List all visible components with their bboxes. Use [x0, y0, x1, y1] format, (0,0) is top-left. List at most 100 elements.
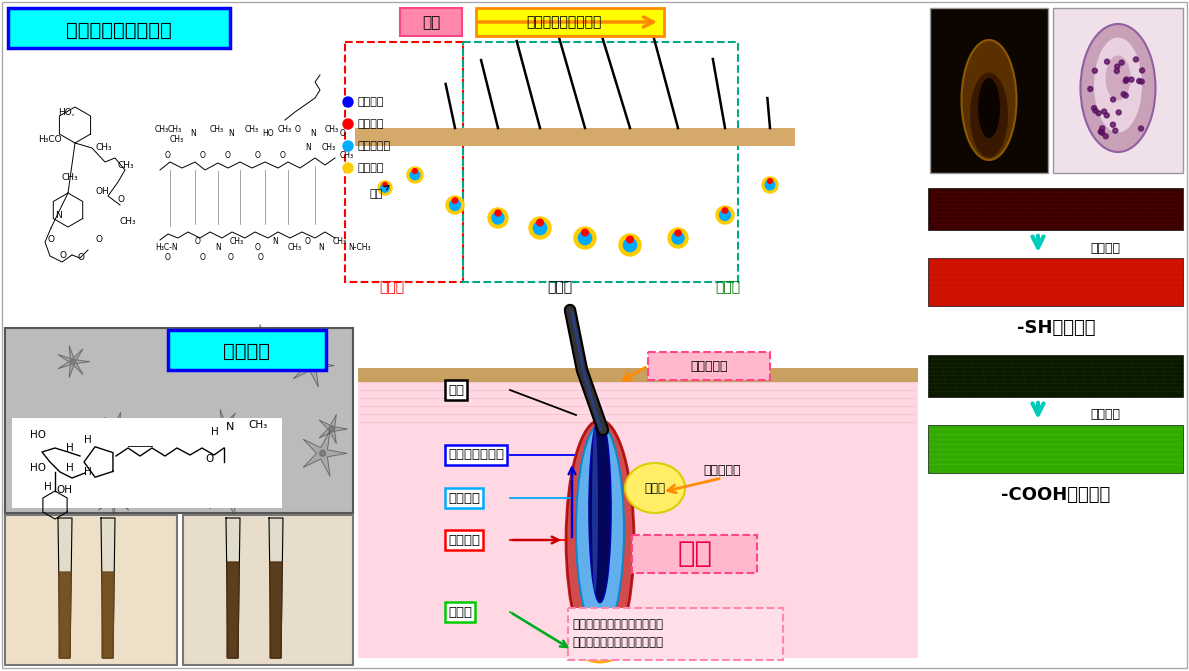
- Circle shape: [619, 234, 641, 256]
- Circle shape: [534, 221, 547, 235]
- Text: O: O: [95, 236, 102, 244]
- Text: H: H: [67, 443, 74, 453]
- Circle shape: [722, 208, 728, 213]
- Bar: [12, 418, 282, 508]
- Circle shape: [184, 450, 190, 456]
- Bar: [1053, 8, 1183, 173]
- Circle shape: [675, 230, 681, 236]
- Text: られ、キューティクルへ作用: られ、キューティクルへ作用: [572, 636, 663, 649]
- Text: CH₃: CH₃: [168, 125, 182, 134]
- Circle shape: [226, 492, 232, 498]
- Bar: [633, 535, 757, 573]
- Ellipse shape: [625, 463, 685, 513]
- Circle shape: [1093, 68, 1097, 73]
- Circle shape: [1119, 60, 1124, 65]
- Circle shape: [1100, 130, 1105, 136]
- Text: CH₃: CH₃: [288, 244, 302, 252]
- Ellipse shape: [962, 40, 1017, 160]
- Text: 太毛化、成長期延長: 太毛化、成長期延長: [527, 15, 602, 29]
- Circle shape: [449, 199, 460, 211]
- Text: 外毛根鞘: 外毛根鞘: [448, 533, 480, 546]
- Text: N: N: [190, 129, 196, 138]
- Circle shape: [1099, 129, 1103, 134]
- Text: N: N: [228, 129, 234, 138]
- Polygon shape: [174, 438, 202, 468]
- Ellipse shape: [970, 72, 1008, 158]
- Text: 育毛・発毛薬剤研究: 育毛・発毛薬剤研究: [67, 21, 172, 40]
- Text: 毛乳頭: 毛乳頭: [448, 605, 472, 619]
- Text: 炎症: 炎症: [678, 540, 712, 568]
- Circle shape: [529, 217, 551, 239]
- Circle shape: [342, 141, 353, 151]
- Text: N: N: [226, 422, 234, 432]
- Text: N: N: [215, 244, 221, 252]
- Text: O: O: [254, 244, 260, 252]
- Circle shape: [1139, 79, 1144, 84]
- Circle shape: [1116, 110, 1121, 115]
- Text: H₃C-N: H₃C-N: [155, 244, 177, 252]
- Circle shape: [623, 238, 636, 252]
- Text: CH₃: CH₃: [210, 125, 224, 134]
- Circle shape: [308, 362, 314, 368]
- Polygon shape: [270, 562, 282, 658]
- Text: CH₃: CH₃: [322, 144, 336, 152]
- Circle shape: [766, 180, 775, 190]
- Text: HO: HO: [262, 129, 273, 138]
- Circle shape: [1100, 130, 1105, 134]
- Ellipse shape: [1081, 24, 1156, 152]
- Text: CH₃: CH₃: [62, 174, 78, 183]
- Circle shape: [1115, 64, 1120, 69]
- Circle shape: [762, 177, 778, 193]
- Text: H: H: [212, 427, 219, 437]
- Text: O: O: [254, 150, 260, 160]
- Circle shape: [193, 452, 199, 458]
- Text: 成長期: 成長期: [547, 280, 573, 294]
- Text: H: H: [84, 435, 92, 445]
- Polygon shape: [228, 421, 269, 456]
- Circle shape: [1103, 134, 1108, 139]
- Bar: [568, 608, 784, 660]
- Circle shape: [1133, 57, 1138, 62]
- Text: O: O: [206, 454, 214, 464]
- Circle shape: [1130, 77, 1134, 82]
- Text: -COOH基の増加: -COOH基の増加: [1001, 486, 1111, 504]
- Text: O: O: [165, 254, 171, 262]
- Circle shape: [768, 178, 773, 183]
- Circle shape: [1113, 128, 1118, 133]
- Ellipse shape: [592, 427, 598, 592]
- Text: H: H: [84, 467, 92, 477]
- Text: H₃CO: H₃CO: [38, 136, 62, 144]
- Text: CH₃: CH₃: [170, 136, 184, 144]
- Polygon shape: [269, 518, 283, 658]
- Circle shape: [1102, 109, 1107, 114]
- Text: 頭皮の赤み: 頭皮の赤み: [691, 360, 728, 372]
- Bar: [8, 8, 229, 48]
- Text: HO: HO: [30, 430, 46, 440]
- Circle shape: [668, 228, 688, 248]
- Ellipse shape: [589, 417, 611, 603]
- Text: CH₃: CH₃: [278, 125, 292, 134]
- Circle shape: [1124, 93, 1128, 98]
- Text: CH₃: CH₃: [340, 150, 354, 160]
- Ellipse shape: [979, 78, 1000, 138]
- Text: CH₃: CH₃: [118, 160, 134, 170]
- Text: CH₃: CH₃: [249, 420, 268, 430]
- Text: CH₃: CH₃: [95, 144, 112, 152]
- Text: HO,: HO,: [58, 107, 75, 117]
- Text: N: N: [306, 144, 310, 152]
- Polygon shape: [294, 344, 334, 387]
- Circle shape: [378, 181, 392, 195]
- Text: OH: OH: [95, 187, 108, 197]
- Circle shape: [245, 435, 251, 442]
- Circle shape: [487, 208, 508, 228]
- Text: O: O: [200, 150, 206, 160]
- Circle shape: [492, 212, 504, 224]
- Circle shape: [1105, 113, 1109, 118]
- Circle shape: [407, 167, 423, 183]
- Text: HO: HO: [30, 463, 46, 473]
- Text: 休止期: 休止期: [379, 280, 404, 294]
- Circle shape: [342, 97, 353, 107]
- Text: 色素幹細胞: 色素幹細胞: [358, 141, 391, 151]
- Text: ブリーチ: ブリーチ: [1090, 409, 1120, 421]
- Text: O: O: [78, 254, 84, 262]
